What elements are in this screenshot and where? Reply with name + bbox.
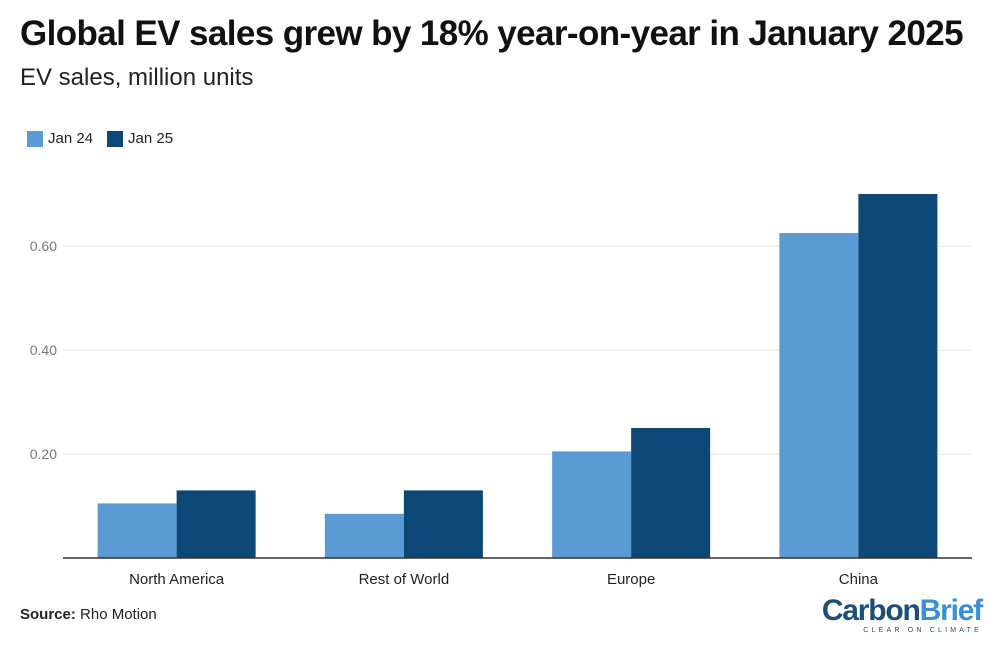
legend-item-jan25: Jan 25: [107, 130, 173, 147]
legend-item-jan24: Jan 24: [27, 130, 93, 147]
source-text: Rho Motion: [80, 606, 157, 623]
bar: [858, 194, 938, 558]
chart-title: Global EV sales grew by 18% year-on-year…: [20, 14, 964, 53]
source-note: Source: Rho Motion: [20, 606, 157, 623]
legend-label-jan24: Jan 24: [48, 130, 94, 147]
source-label: Source:: [20, 606, 76, 623]
legend-swatch-jan25: [107, 130, 124, 147]
bar: [631, 428, 711, 558]
logo-wordmark: CarbonBrief: [821, 594, 984, 627]
logo-tagline: CLEAR ON CLIMATE: [863, 627, 982, 634]
legend: Jan 24 Jan 25: [27, 130, 187, 147]
x-tick-label: Rest of World: [359, 571, 450, 588]
legend-swatch-jan24: [27, 130, 43, 147]
bar: [97, 503, 177, 558]
chart-subtitle: EV sales, million units: [20, 64, 254, 91]
y-tick-label: 0.60: [30, 238, 57, 254]
y-tick-label: 0.40: [30, 342, 57, 358]
x-tick-label: Europe: [607, 571, 655, 588]
bar-chart: 0.20 0.40 0.60 North America Rest of World Eu…: [30, 194, 972, 588]
x-tick-label: North America: [129, 571, 225, 588]
logo-carbon: Carbon: [821, 594, 921, 627]
bar: [779, 233, 859, 558]
bar: [403, 490, 483, 558]
logo-brief: Brief: [919, 594, 984, 627]
bar: [176, 490, 256, 558]
legend-label-jan25: Jan 25: [128, 130, 174, 147]
bar: [552, 451, 632, 558]
bar: [324, 513, 404, 558]
carbonbrief-logo: CarbonBrief CLEAR ON CLIMATE: [821, 594, 984, 635]
x-tick-label: China: [839, 571, 879, 588]
y-tick-label: 0.20: [30, 446, 57, 462]
